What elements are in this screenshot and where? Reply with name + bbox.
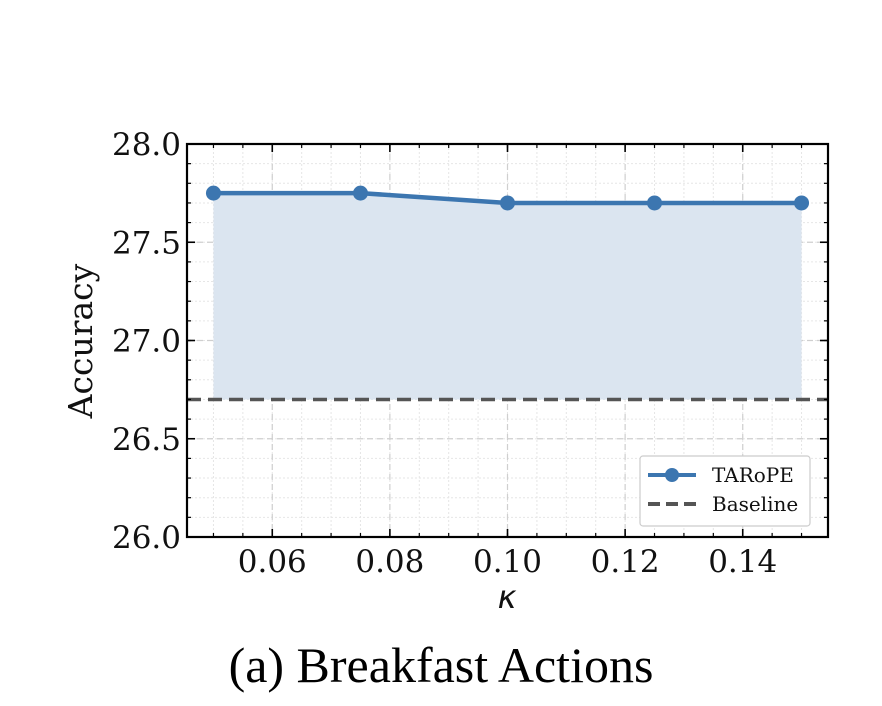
x-tick-label: 0.12 [591, 544, 660, 580]
legend-baseline-label: Baseline [712, 492, 798, 516]
y-tick-label: 26.5 [112, 422, 181, 458]
figure-caption: (a) Breakfast Actions [228, 637, 654, 693]
improvement-fill-area [213, 193, 802, 400]
legend-tarope-marker [665, 468, 679, 482]
plot-axes [185, 142, 830, 539]
x-tick-label: 0.08 [355, 544, 424, 580]
x-tick-label: 0.06 [238, 544, 307, 580]
tarope-point [205, 185, 221, 201]
tarope-point [352, 185, 368, 201]
tarope-point [647, 195, 663, 211]
x-tick-label: 0.10 [473, 544, 542, 580]
legend: TARoPE Baseline [639, 455, 811, 527]
tarope-series [205, 185, 810, 211]
tarope-point [500, 195, 515, 211]
y-tick-label: 28.0 [112, 127, 181, 163]
y-tick-label: 27.5 [112, 225, 181, 261]
y-axis-label: Accuracy [61, 263, 100, 419]
x-axis-label: κ [498, 578, 517, 616]
tick-labels: 0.06 0.08 0.10 0.12 0.14 26.0 26.5 27.0 27.5 28.0 [112, 127, 777, 580]
tarope-point [794, 195, 810, 211]
x-tick-label: 0.14 [708, 544, 777, 580]
legend-tarope-label: TARoPE [712, 463, 794, 487]
y-tick-label: 26.0 [112, 520, 181, 556]
tarope-fill-area [213, 193, 802, 400]
y-tick-label: 27.0 [112, 324, 181, 360]
